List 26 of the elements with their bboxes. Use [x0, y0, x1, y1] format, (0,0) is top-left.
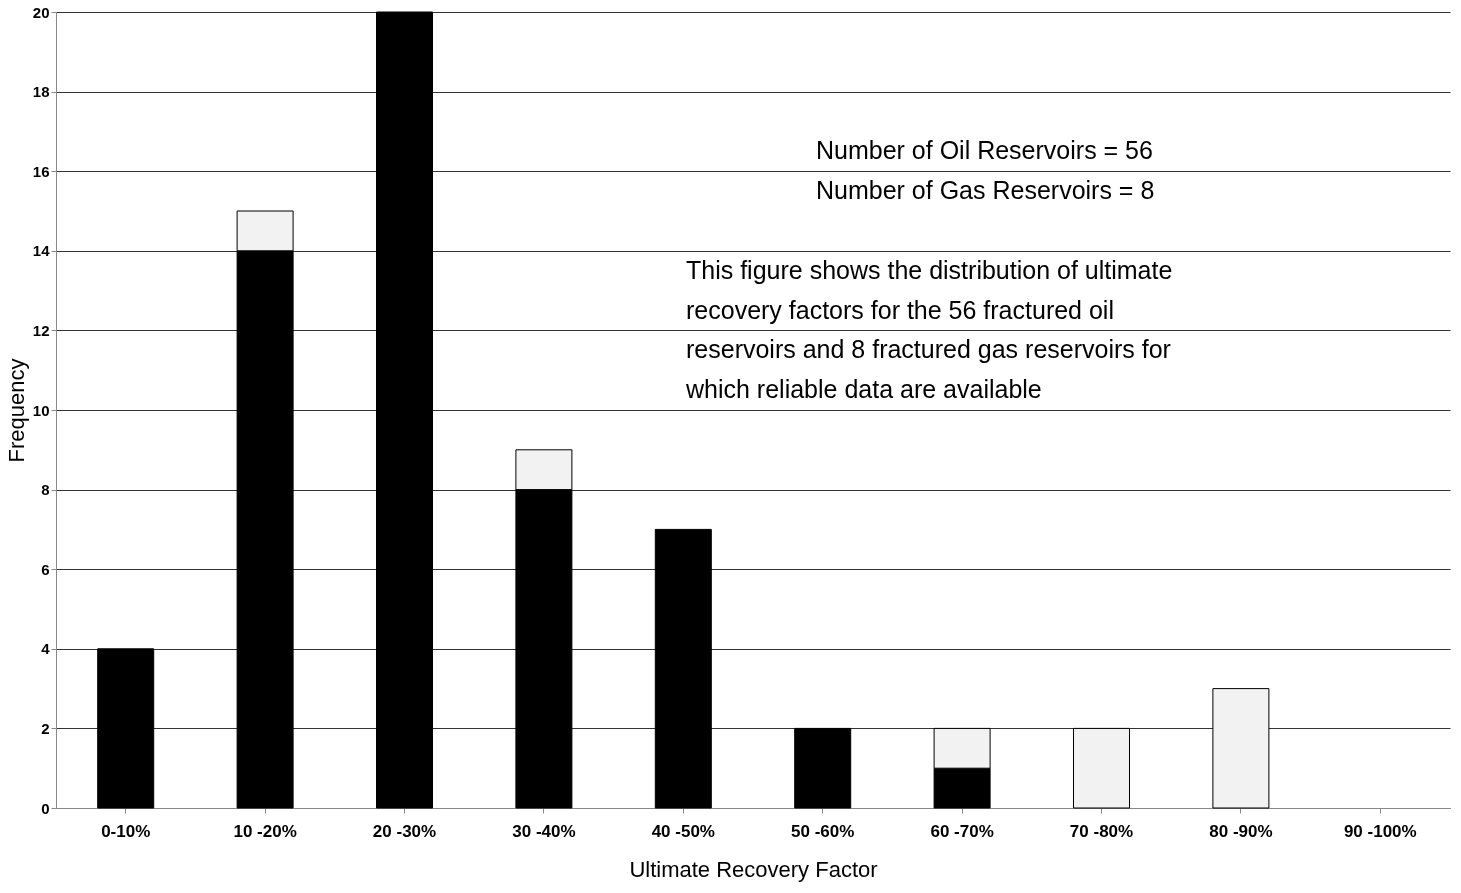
x-axis-title: Ultimate Recovery Factor [629, 856, 878, 882]
y-tick-label: 8 [41, 481, 50, 499]
y-tick-label: 12 [32, 321, 50, 339]
x-tick-label: 40 -50% [651, 821, 715, 841]
annotation: Number of Gas Reservoirs = 8 [816, 176, 1155, 205]
x-tick-label: 60 -70% [930, 821, 994, 841]
x-tick-label: 70 -80% [1069, 821, 1134, 841]
x-tick-label: 0-10% [101, 821, 151, 841]
y-tick-label: 14 [32, 242, 51, 260]
y-tick-label: 18 [32, 83, 50, 101]
y-tick-label: 16 [32, 162, 50, 180]
annotation: This figure shows the distribution of ultimate recovery factors for the 56 fractured oil reservoirs and 8 fractured gas reservoirs for which reliable data are available [685, 255, 1173, 404]
x-tick-label: 50 -60% [791, 821, 855, 841]
y-tick-label: 6 [41, 560, 50, 578]
y-tick-label: 2 [41, 719, 50, 737]
x-tick-label: 30 -40% [512, 821, 576, 841]
x-tick-label: 20 -30% [372, 821, 437, 841]
x-tick-label: 90 -100% [1343, 821, 1417, 841]
y-tick-label: 10 [32, 401, 50, 419]
y-tick-label: 20 [32, 3, 50, 21]
x-tick-label: 80 -90% [1209, 821, 1273, 841]
y-tick-label: 0 [41, 799, 50, 817]
annotation: Number of Oil Reservoirs = 56 [816, 136, 1153, 165]
y-tick-label: 4 [41, 640, 51, 658]
y-axis-title: Frequency [3, 358, 29, 463]
x-tick-label: 10 -20% [233, 821, 297, 841]
